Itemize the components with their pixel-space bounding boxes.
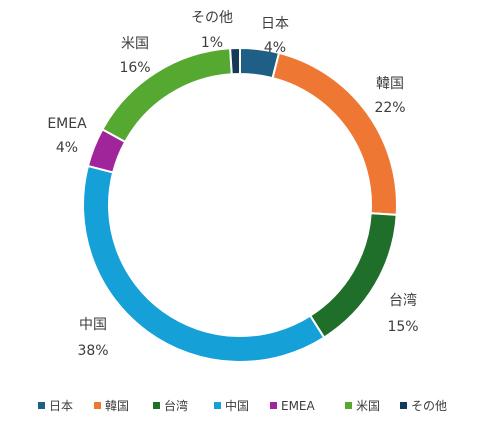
legend-label-emea: EMEA bbox=[281, 399, 316, 413]
slice-labels: 日本 4% 韓国 22% 台湾 15% 中国 38% EMEA 4% 米国 16% その他 1% bbox=[47, 10, 418, 359]
slice-value-china: 38% bbox=[77, 343, 108, 359]
slice-taiwan bbox=[308, 212, 398, 339]
slice-label-other: その他 bbox=[191, 10, 233, 26]
legend-label-japan: 日本 bbox=[49, 399, 73, 413]
slice-label-emea: EMEA bbox=[47, 116, 87, 132]
slice-value-other: 1% bbox=[201, 35, 223, 51]
slice-other bbox=[229, 46, 241, 76]
legend-swatch-japan bbox=[38, 402, 45, 409]
legend-item-emea: EMEA bbox=[270, 399, 316, 413]
legend-label-other: その他 bbox=[411, 399, 447, 413]
legend-item-china: 中国 bbox=[214, 398, 249, 413]
legend-swatch-china bbox=[214, 402, 221, 409]
slice-value-usa: 16% bbox=[119, 60, 150, 76]
legend-swatch-korea bbox=[94, 402, 101, 409]
slice-label-taiwan: 台湾 bbox=[389, 292, 417, 309]
legend-item-japan: 日本 bbox=[38, 399, 73, 413]
slices bbox=[82, 46, 398, 363]
slice-china bbox=[82, 164, 326, 363]
slice-label-usa: 米国 bbox=[121, 36, 149, 52]
legend-swatch-other bbox=[400, 402, 407, 409]
legend-label-taiwan: 台湾 bbox=[164, 398, 188, 413]
slice-value-emea: 4% bbox=[56, 140, 78, 156]
legend-label-usa: 米国 bbox=[356, 399, 380, 413]
legend-item-taiwan: 台湾 bbox=[153, 398, 188, 413]
slice-label-china: 中国 bbox=[79, 317, 107, 333]
legend-label-china: 中国 bbox=[225, 398, 249, 413]
legend-swatch-usa bbox=[345, 402, 352, 409]
legend-item-usa: 米国 bbox=[345, 399, 380, 413]
legend-label-korea: 韓国 bbox=[105, 399, 129, 413]
legend: 日本 韓国 台湾 中国 EMEA 米国 その他 bbox=[38, 398, 447, 413]
legend-item-other: その他 bbox=[400, 399, 447, 413]
legend-swatch-taiwan bbox=[153, 402, 160, 409]
slice-label-korea: 韓国 bbox=[376, 76, 404, 92]
slice-value-taiwan: 15% bbox=[387, 319, 418, 335]
legend-swatch-emea bbox=[270, 402, 277, 409]
slice-value-korea: 22% bbox=[374, 100, 405, 116]
slice-value-japan: 4% bbox=[264, 40, 286, 56]
legend-item-korea: 韓国 bbox=[94, 399, 129, 413]
slice-label-japan: 日本 bbox=[261, 16, 289, 32]
